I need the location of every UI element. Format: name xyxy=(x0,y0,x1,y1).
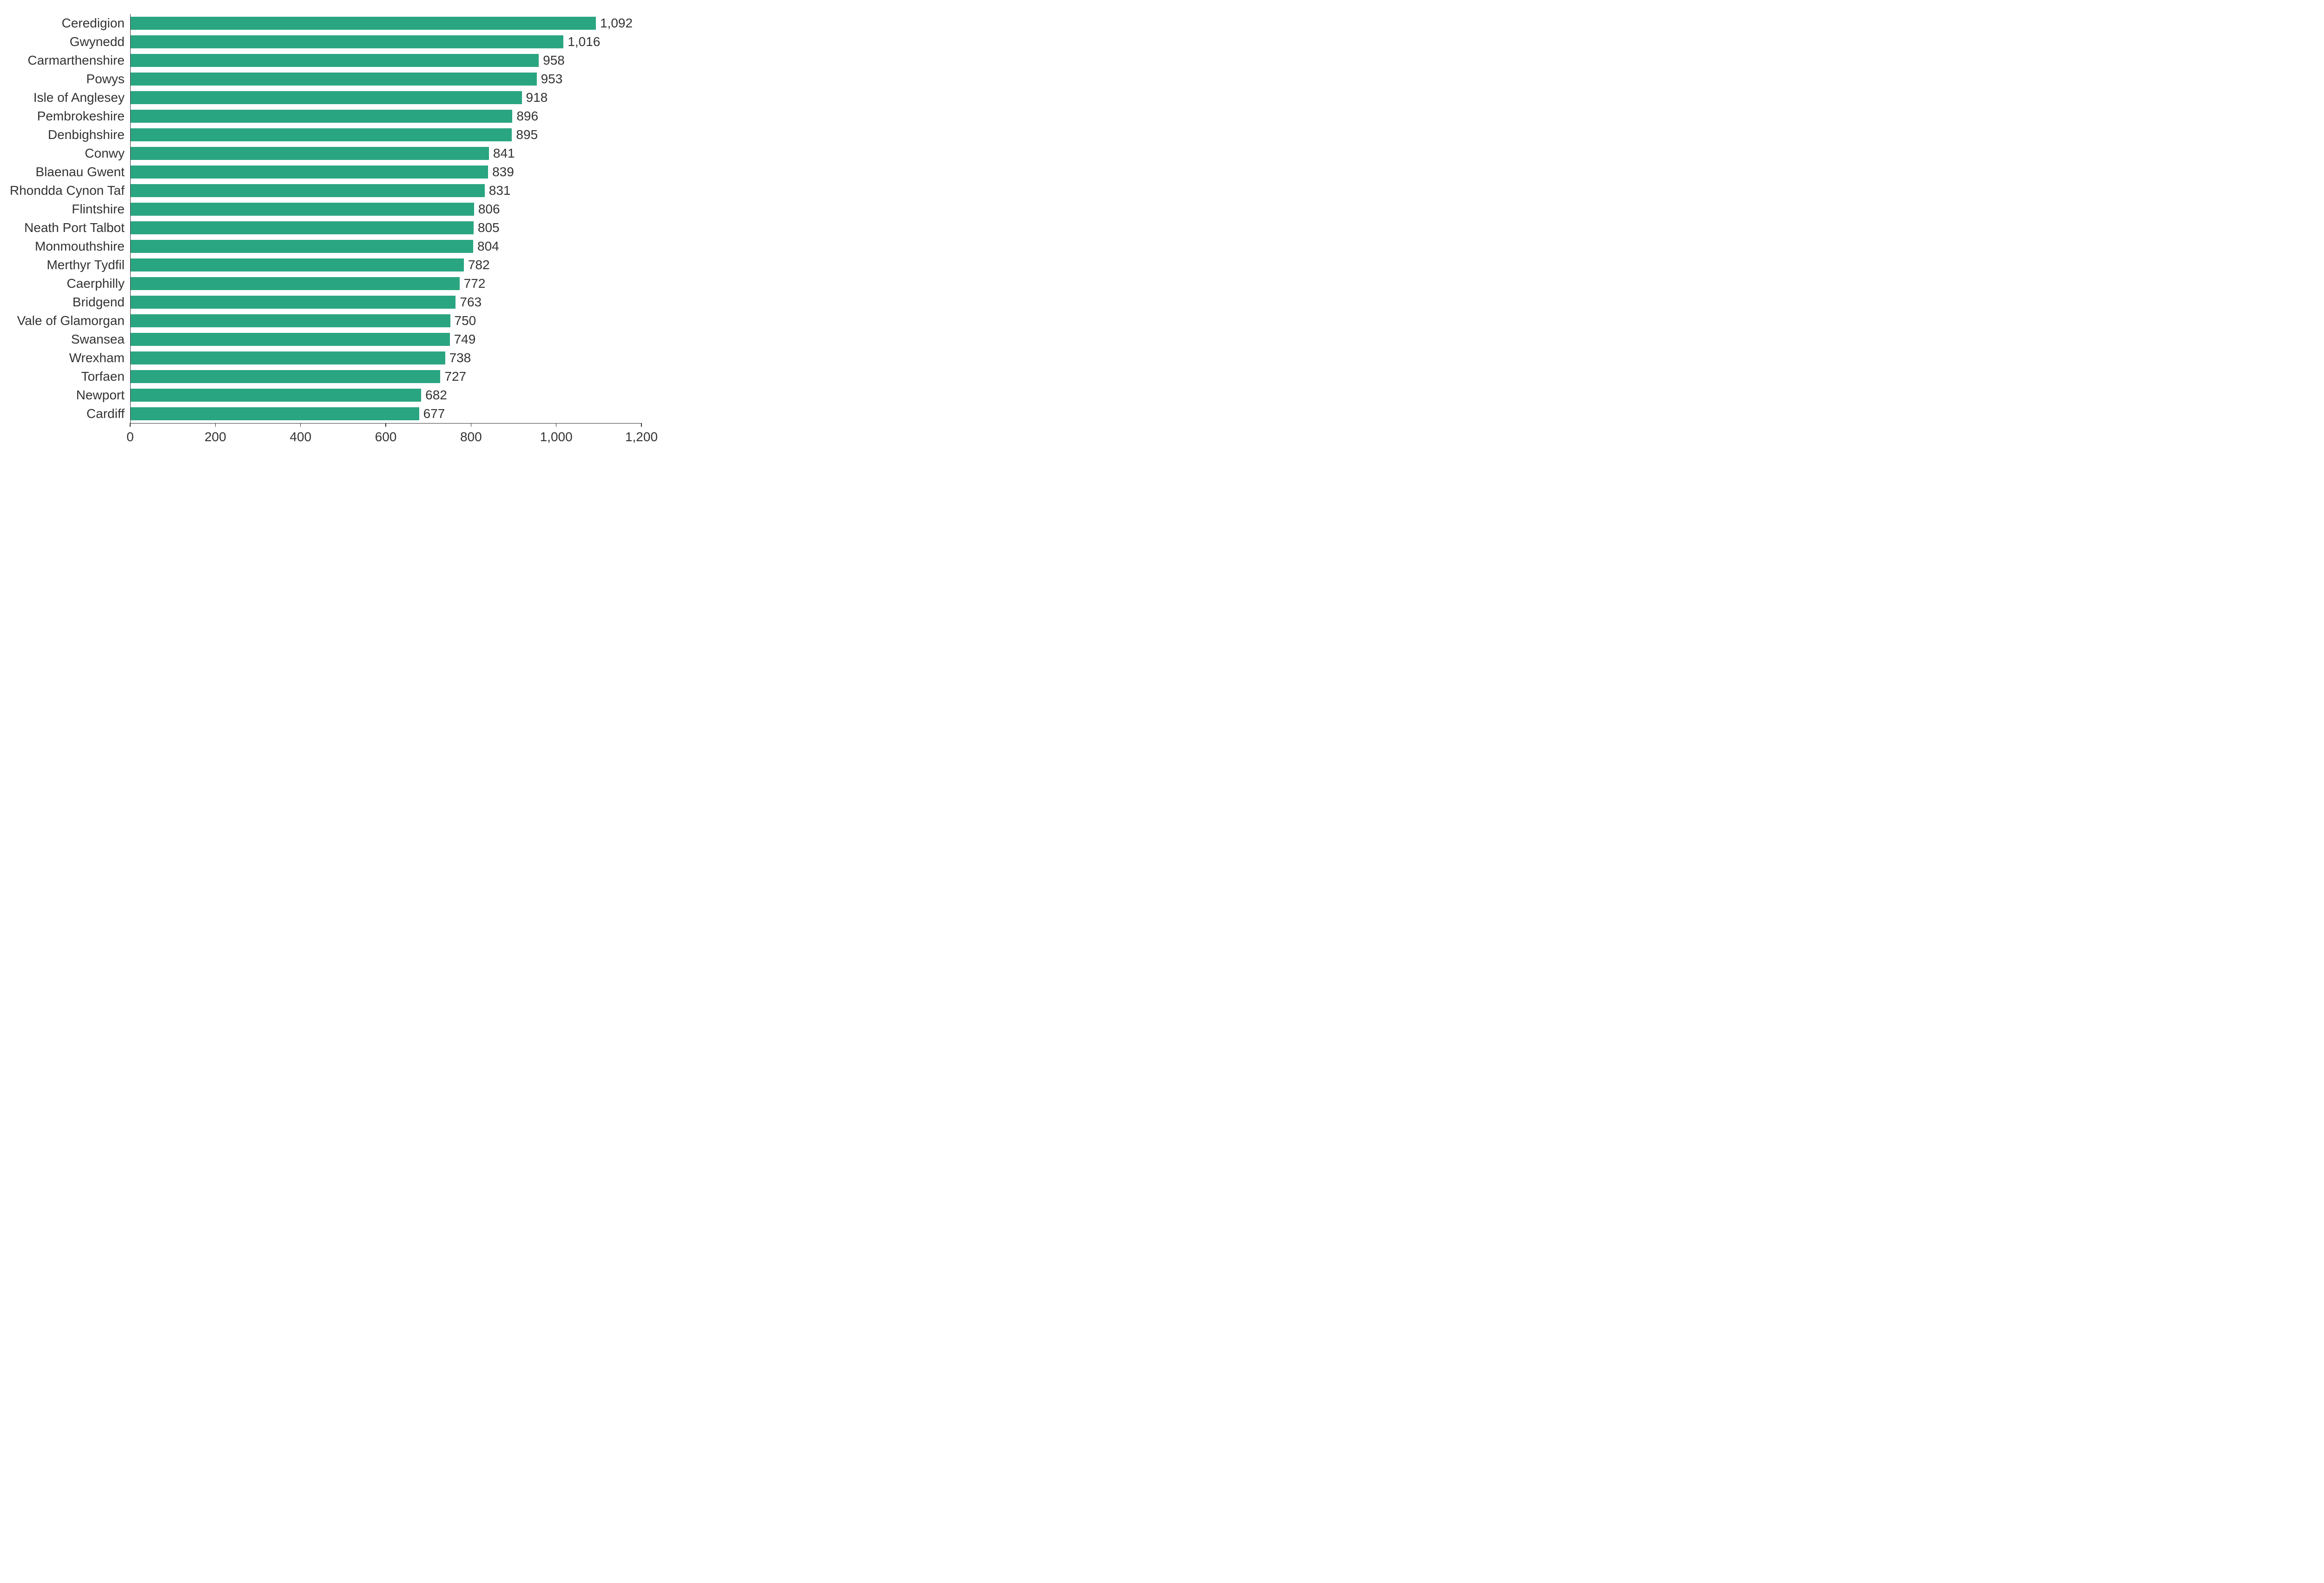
value-label: 896 xyxy=(516,107,538,126)
value-label: 738 xyxy=(449,349,471,367)
category-label: Monmouthshire xyxy=(35,237,125,256)
category-label: Pembrokeshire xyxy=(37,107,125,126)
value-label: 804 xyxy=(477,237,499,256)
category-label: Conwy xyxy=(85,144,125,163)
category-label: Torfaen xyxy=(81,367,125,386)
value-label: 682 xyxy=(425,386,447,404)
value-label: 749 xyxy=(454,330,476,349)
category-label: Swansea xyxy=(71,330,125,349)
category-label: Carmarthenshire xyxy=(27,51,125,70)
category-label: Rhondda Cynon Taf xyxy=(10,181,125,200)
x-axis-tick-label: 600 xyxy=(358,430,414,444)
bar xyxy=(131,221,474,235)
category-label: Cardiff xyxy=(86,404,125,423)
value-label: 839 xyxy=(492,163,514,181)
x-axis-tick xyxy=(130,423,131,427)
x-axis-tick xyxy=(641,423,642,427)
bar xyxy=(131,277,460,291)
value-label: 841 xyxy=(493,144,515,163)
bar xyxy=(131,184,485,198)
x-axis-tick-label: 1,000 xyxy=(528,430,584,444)
category-label: Powys xyxy=(86,70,125,88)
bar xyxy=(131,314,450,328)
bar xyxy=(131,203,474,216)
x-axis-tick xyxy=(556,423,557,427)
category-label: Denbighshire xyxy=(48,126,125,144)
bar xyxy=(131,407,419,421)
bar xyxy=(131,240,473,253)
value-label: 831 xyxy=(489,181,511,200)
bar xyxy=(131,91,522,105)
bar xyxy=(131,389,421,402)
value-label: 763 xyxy=(460,293,482,311)
x-axis-tick xyxy=(385,423,386,427)
x-axis-tick xyxy=(215,423,216,427)
value-label: 772 xyxy=(464,274,486,293)
value-label: 958 xyxy=(543,51,565,70)
value-label: 953 xyxy=(541,70,563,88)
bar xyxy=(131,370,440,384)
value-label: 727 xyxy=(444,367,466,386)
value-label: 750 xyxy=(455,311,476,330)
category-label: Neath Port Talbot xyxy=(24,219,125,237)
bar xyxy=(131,166,488,179)
category-label: Isle of Anglesey xyxy=(33,88,125,107)
value-label: 782 xyxy=(468,256,490,274)
x-axis-tick-label: 800 xyxy=(443,430,499,444)
bar xyxy=(131,17,596,30)
bar xyxy=(131,35,563,49)
category-label: Caerphilly xyxy=(67,274,125,293)
x-axis-tick-label: 200 xyxy=(187,430,243,444)
bar xyxy=(131,258,464,272)
x-axis-tick xyxy=(471,423,472,427)
value-label: 806 xyxy=(478,200,500,219)
x-axis-tick-label: 1,200 xyxy=(614,430,669,444)
value-label: 918 xyxy=(526,88,548,107)
value-label: 677 xyxy=(423,404,445,423)
category-label: Bridgend xyxy=(73,293,125,311)
value-label: 895 xyxy=(516,126,538,144)
x-axis-tick-label: 0 xyxy=(102,430,158,444)
category-label: Newport xyxy=(76,386,125,404)
value-label: 1,016 xyxy=(568,33,600,51)
plot-area xyxy=(130,14,642,424)
bar xyxy=(131,351,445,365)
category-label: Flintshire xyxy=(72,200,125,219)
bar xyxy=(131,128,512,142)
bar xyxy=(131,73,537,86)
bar xyxy=(131,296,456,309)
value-label: 805 xyxy=(478,219,500,237)
bar xyxy=(131,147,489,160)
x-axis-tick xyxy=(300,423,301,427)
category-label: Blaenau Gwent xyxy=(36,163,125,181)
bar xyxy=(131,110,512,123)
category-label: Vale of Glamorgan xyxy=(17,311,125,330)
category-label: Wrexham xyxy=(69,349,125,367)
category-label: Merthyr Tydfil xyxy=(46,256,125,274)
x-axis-tick-label: 400 xyxy=(273,430,329,444)
bar xyxy=(131,54,539,67)
value-label: 1,092 xyxy=(600,14,633,33)
bar xyxy=(131,333,450,346)
horizontal-bar-chart: Ceredigion 1,092 Gwynedd 1,016 Carmarthenshi… xyxy=(0,0,697,472)
category-label: Gwynedd xyxy=(70,33,125,51)
category-label: Ceredigion xyxy=(62,14,125,33)
